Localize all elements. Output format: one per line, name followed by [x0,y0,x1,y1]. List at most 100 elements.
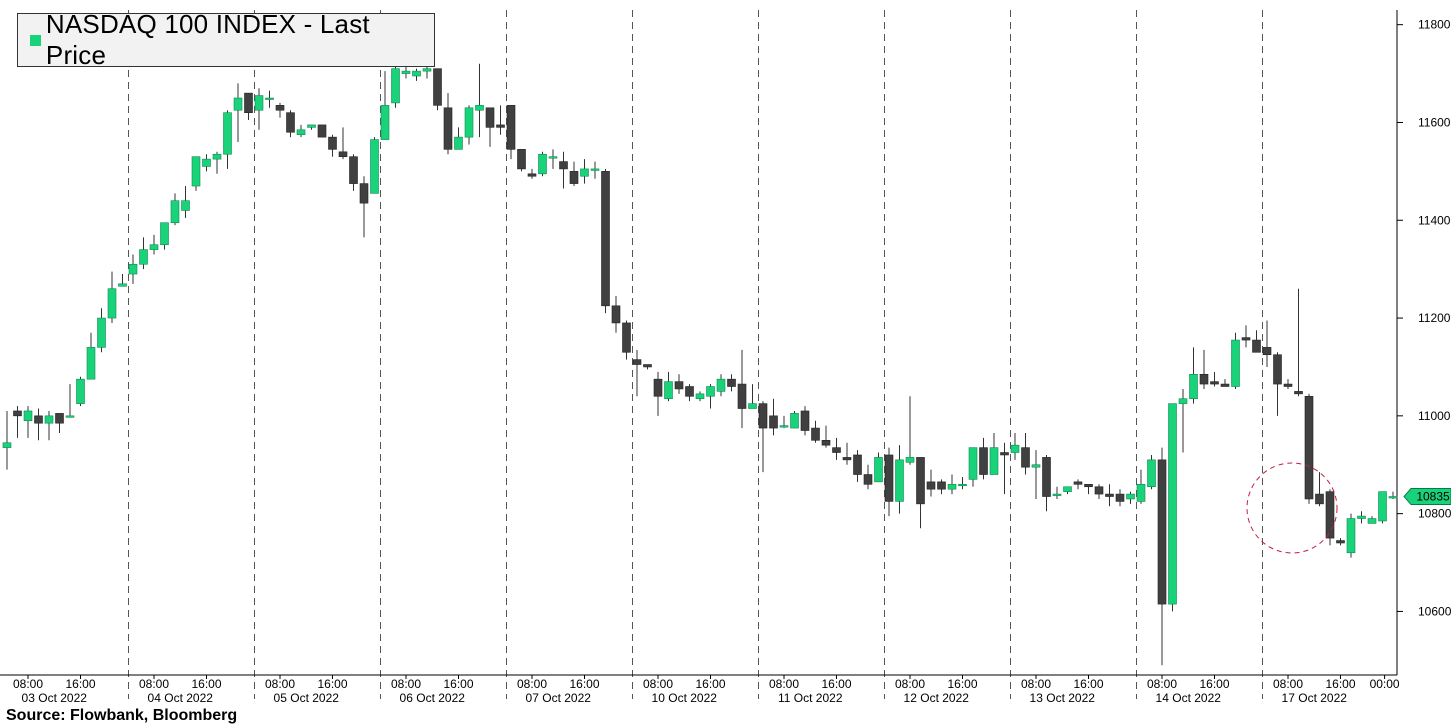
candle-body-up [412,70,421,77]
candle-body-up [107,288,117,319]
x-tick-label: 08:00 [1273,677,1303,691]
candle-body-down [1283,383,1293,387]
candle [181,186,190,218]
candle [370,137,379,194]
candle-body-up [1052,493,1062,496]
candle [895,445,904,514]
candle [139,237,148,270]
candle-body-down [13,410,22,417]
candle-body-up [139,249,148,265]
candle-body-up [370,139,379,194]
candle-body-up [706,386,715,397]
candle-body-up [1010,444,1020,453]
candle-body-up [380,105,390,140]
candle [863,464,873,490]
candle [811,420,820,443]
legend-swatch [30,34,41,46]
candle-body-down [727,378,736,387]
candle [1231,332,1240,389]
candle-body-down [275,105,285,111]
candle [1283,379,1293,389]
candle [244,92,253,121]
x-date-label: 05 Oct 2022 [274,691,340,705]
candle-body-up [233,97,243,111]
candle [905,396,915,465]
candle [1136,469,1146,504]
x-tick-label: 16:00 [65,677,95,691]
candle [1346,513,1356,558]
x-tick-label: 08:00 [13,677,43,691]
x-tick-label: 08:00 [643,677,673,691]
candle [1042,454,1051,512]
candle [286,110,295,138]
candle-body-down [55,413,64,424]
candle-body-down [506,105,516,150]
candle [1378,491,1387,524]
candle-body-up [307,124,316,128]
candle-body-down [853,454,862,475]
x-date-label: 03 Oct 2022 [22,691,88,705]
x-tick-label: 16:00 [695,677,725,691]
candle [979,437,988,480]
candle [412,68,421,81]
candle [790,410,799,429]
y-tick-label: 11000 [1418,409,1451,423]
candle [34,408,43,441]
candle-body-down [632,359,642,365]
candle-body-down [1325,491,1335,539]
day-separator-lines [128,10,1263,699]
candle-body-down [559,161,568,170]
candle [1241,325,1251,348]
candle-body-up [1031,464,1041,468]
candle [1031,450,1041,499]
candle [1262,320,1272,367]
candle [674,374,684,394]
candle-body-down [286,112,295,133]
candle-body-down [1273,354,1282,385]
candle [307,124,316,130]
candle-body-down [349,156,358,184]
candle-body-up [1378,491,1387,522]
candle-body-down [685,386,694,397]
x-date-label: 17 Oct 2022 [1282,691,1348,705]
candle [580,159,589,184]
candle [13,406,22,438]
candle-body-down [496,124,505,128]
x-date-label: 13 Oct 2022 [1030,691,1096,705]
x-tick-label: 16:00 [1325,677,1355,691]
x-date-label: 11 Oct 2022 [778,691,843,705]
candle-body-down [1262,347,1272,356]
candle [485,107,495,147]
candle-body-up [695,393,705,400]
candle [275,102,285,118]
candle-body-down [517,149,526,170]
candle-body-up [422,68,432,72]
candle [1189,347,1198,404]
candle-body-up [874,457,883,483]
candle [548,149,558,169]
candle [1063,486,1072,495]
candle [349,154,358,191]
candle-body-down [643,364,652,368]
candle-body-down [1294,391,1303,395]
candle-body-up [97,317,106,348]
candle [254,88,264,130]
x-date-label: 10 Oct 2022 [652,691,718,705]
candle [128,254,138,284]
candle [1252,330,1261,353]
candle [23,406,33,438]
x-tick-label: 16:00 [1199,677,1229,691]
candles [2,61,1398,666]
candle-body-down [821,439,831,446]
candle-body-up [65,415,75,418]
candle-body-down [485,107,495,128]
candle [727,374,736,392]
candle [443,93,453,155]
candle [233,83,243,143]
candle [517,149,526,172]
candle [695,391,705,402]
candle [1010,432,1020,460]
y-tick-label: 11200 [1418,311,1451,325]
candle-body-down [1304,395,1314,500]
x-date-label: 12 Oct 2022 [904,691,970,705]
